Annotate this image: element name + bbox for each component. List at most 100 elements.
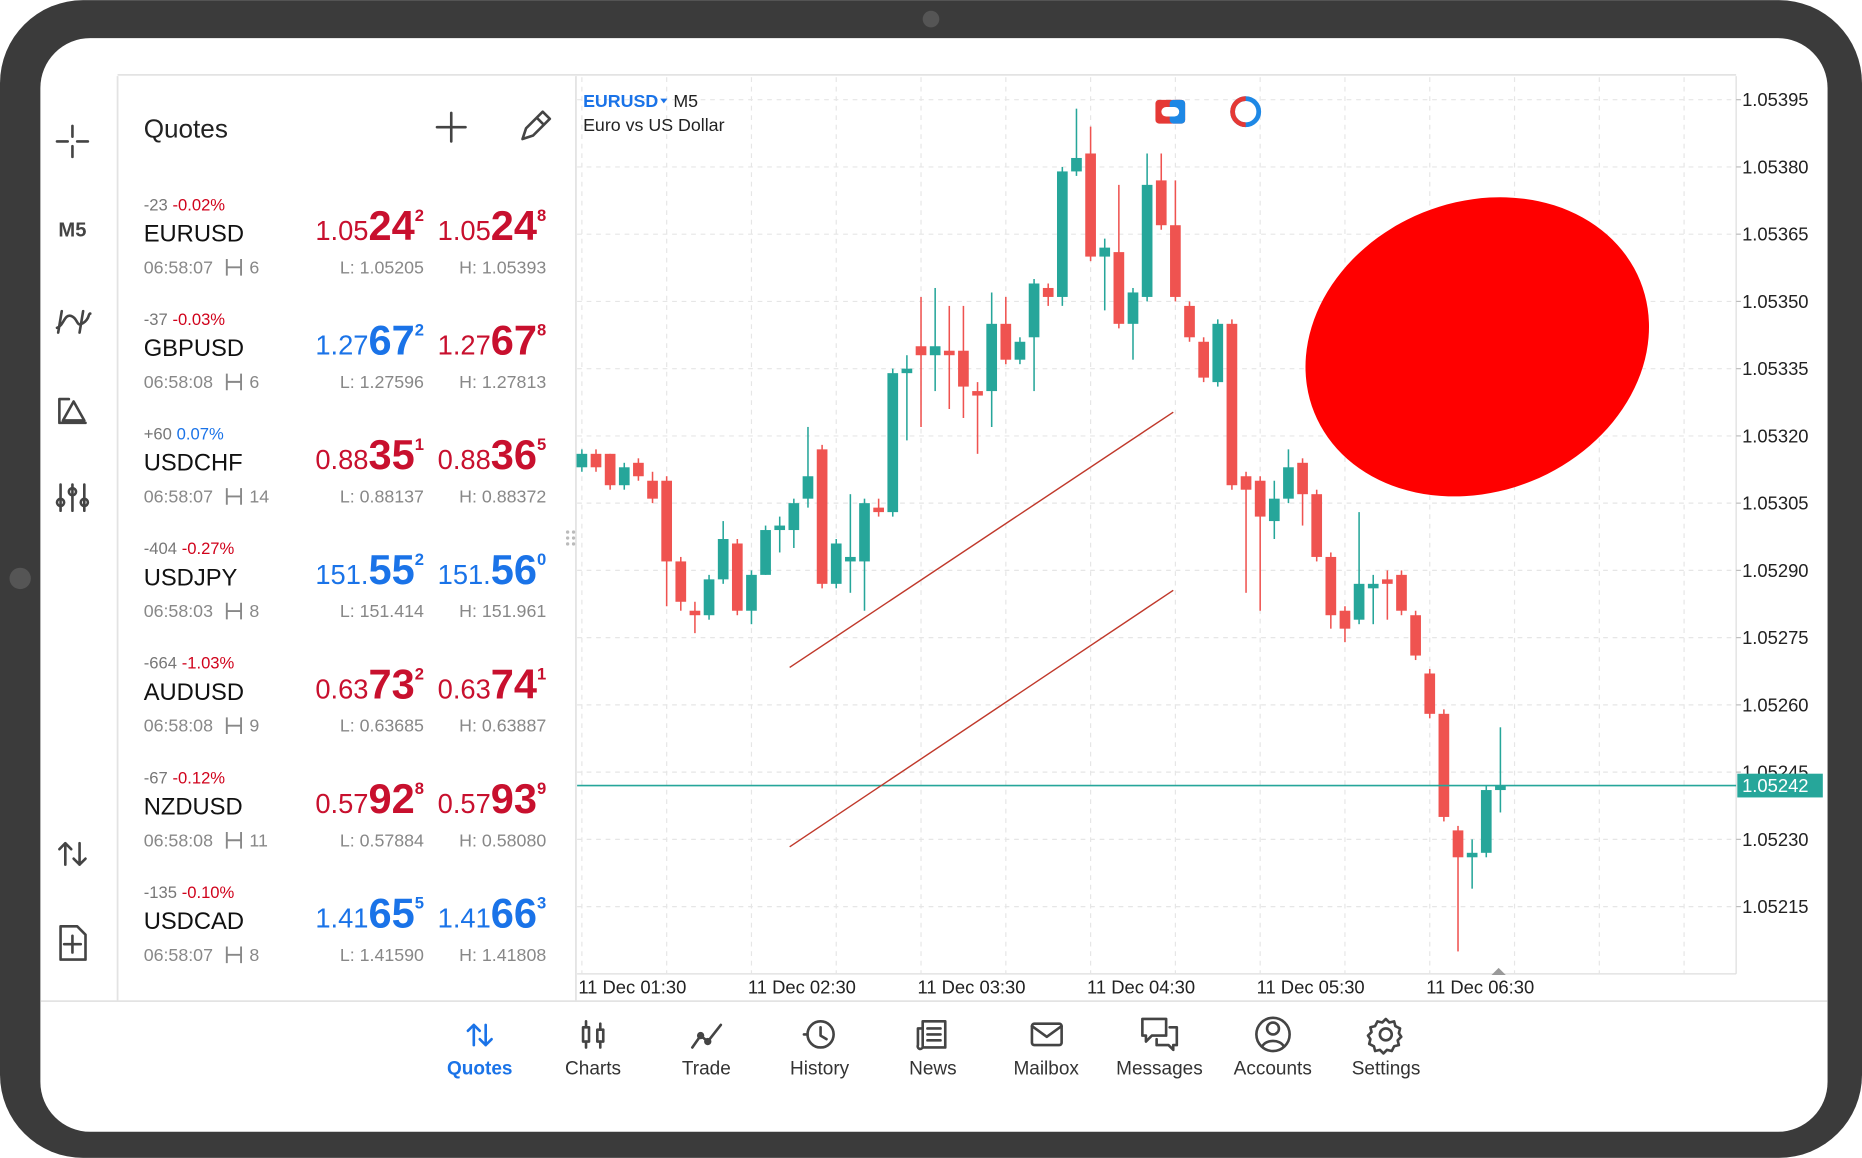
bid-price: 0.88351 [315, 431, 424, 478]
bid-last-digit: 2 [415, 206, 424, 225]
trend-line[interactable] [789, 411, 1174, 669]
candle-body [1113, 252, 1125, 324]
high-price: H: 0.63887 [459, 716, 546, 736]
candle-body [1410, 615, 1421, 656]
symbol-dropdown[interactable] [660, 98, 668, 104]
nav-icon[interactable] [1255, 1016, 1291, 1053]
candle-body [675, 561, 687, 602]
candle-body [802, 476, 814, 499]
high-price: H: 1.05393 [459, 257, 546, 277]
nav-icon[interactable] [916, 1020, 947, 1051]
candle-body [830, 543, 842, 584]
chart: 1.05395 1.05380 1.05365 1.05350 1.05335 1.053… [576, 76, 1823, 997]
current-candle-marker [1491, 967, 1506, 976]
quote-time: 06:58:07 [144, 945, 213, 965]
candle-body [1056, 171, 1068, 297]
candle-body [1339, 610, 1351, 629]
nav-label[interactable]: Mailbox [1013, 1058, 1079, 1079]
ask-prefix: 0.88 [438, 444, 491, 475]
candle-body [887, 373, 899, 513]
bid-price: 0.63732 [315, 660, 424, 707]
objects-button[interactable] [58, 397, 87, 425]
indicators-button[interactable] [55, 309, 92, 334]
new-order-button[interactable] [59, 925, 87, 961]
quote-time: 06:58:08 [144, 372, 213, 392]
trade-arrows-button[interactable] [58, 841, 87, 866]
candle-body [929, 346, 941, 356]
nav-label[interactable]: Trade [682, 1058, 731, 1079]
settings-sliders-button[interactable] [55, 483, 90, 513]
candle-body [1466, 852, 1478, 858]
nav-icon[interactable] [691, 1023, 723, 1049]
change-line: -664 -1.03% [144, 653, 235, 672]
nav-label[interactable]: History [790, 1058, 850, 1079]
signal-icon[interactable] [1155, 99, 1186, 124]
crosshair-button[interactable] [55, 124, 90, 159]
nav-icon[interactable] [466, 1023, 493, 1047]
ask-prefix: 0.57 [438, 788, 491, 819]
nav-label[interactable]: Settings [1352, 1058, 1421, 1079]
nav-label[interactable]: News [909, 1058, 957, 1079]
nav-label[interactable]: Quotes [447, 1058, 512, 1079]
candle-body [986, 323, 998, 392]
nav-icon[interactable] [581, 1020, 605, 1049]
add-symbol-button[interactable] [435, 111, 467, 143]
y-tick-label: 1.05350 [1742, 291, 1808, 312]
edit-button[interactable] [521, 110, 552, 141]
resize-handle[interactable] [565, 530, 576, 546]
candle-body [1071, 157, 1082, 172]
change-points: -664 [144, 653, 177, 672]
nav-label[interactable]: Accounts [1234, 1058, 1312, 1079]
symbol: USDCAD [144, 908, 244, 935]
y-tick-label: 1.05260 [1742, 694, 1808, 715]
ask-prefix: 1.41 [438, 903, 491, 934]
spread-icon [225, 831, 243, 849]
candle-body [915, 346, 927, 356]
spread-icon [225, 602, 243, 620]
bottom-nav: Quotes Charts Trade History News Mailbox Messa… [447, 1058, 1420, 1079]
candle-body [1452, 830, 1464, 858]
candle-body [1240, 476, 1252, 490]
spread: 9 [249, 716, 259, 736]
spread: 6 [249, 257, 259, 277]
ask-price: 0.57939 [438, 775, 547, 822]
chart-symbol[interactable]: EURUSD [583, 91, 658, 111]
symbol: USDJPY [144, 564, 238, 591]
current-price-label: 1.05242 [1742, 775, 1808, 796]
quote-time: 06:58:08 [144, 830, 213, 850]
bid-prefix: 1.05 [315, 215, 368, 246]
candle-body [1014, 341, 1026, 360]
nav-icon[interactable] [1366, 1017, 1403, 1055]
nav-icon[interactable] [1030, 1022, 1063, 1047]
candle-body [901, 368, 913, 374]
candle-body [1480, 790, 1492, 853]
ask-prefix: 151. [438, 559, 491, 590]
trend-line[interactable] [789, 589, 1174, 848]
chart-description: Euro vs US Dollar [583, 115, 725, 135]
bid-price: 1.05242 [315, 202, 424, 249]
current-price-box [1737, 773, 1823, 798]
symbol: USDCHF [144, 450, 243, 477]
nav-label[interactable]: Messages [1116, 1058, 1203, 1079]
one-click-icon[interactable] [1230, 96, 1262, 128]
nav-label[interactable]: Charts [565, 1058, 621, 1079]
timeframe-button[interactable]: M5 [58, 219, 86, 241]
change-line: -404 -0.27% [144, 539, 235, 558]
candle-body [1311, 494, 1323, 557]
change-line: -37 -0.03% [144, 309, 226, 328]
nav-icon[interactable] [802, 1020, 835, 1049]
ellipse-object[interactable] [1260, 147, 1694, 547]
x-tick-label: 11 Dec 02:30 [748, 976, 856, 997]
candle-body [1283, 467, 1294, 499]
nav-icon[interactable] [1141, 1017, 1179, 1052]
bid-last-digit: 1 [415, 435, 424, 454]
candle-body [576, 453, 588, 468]
